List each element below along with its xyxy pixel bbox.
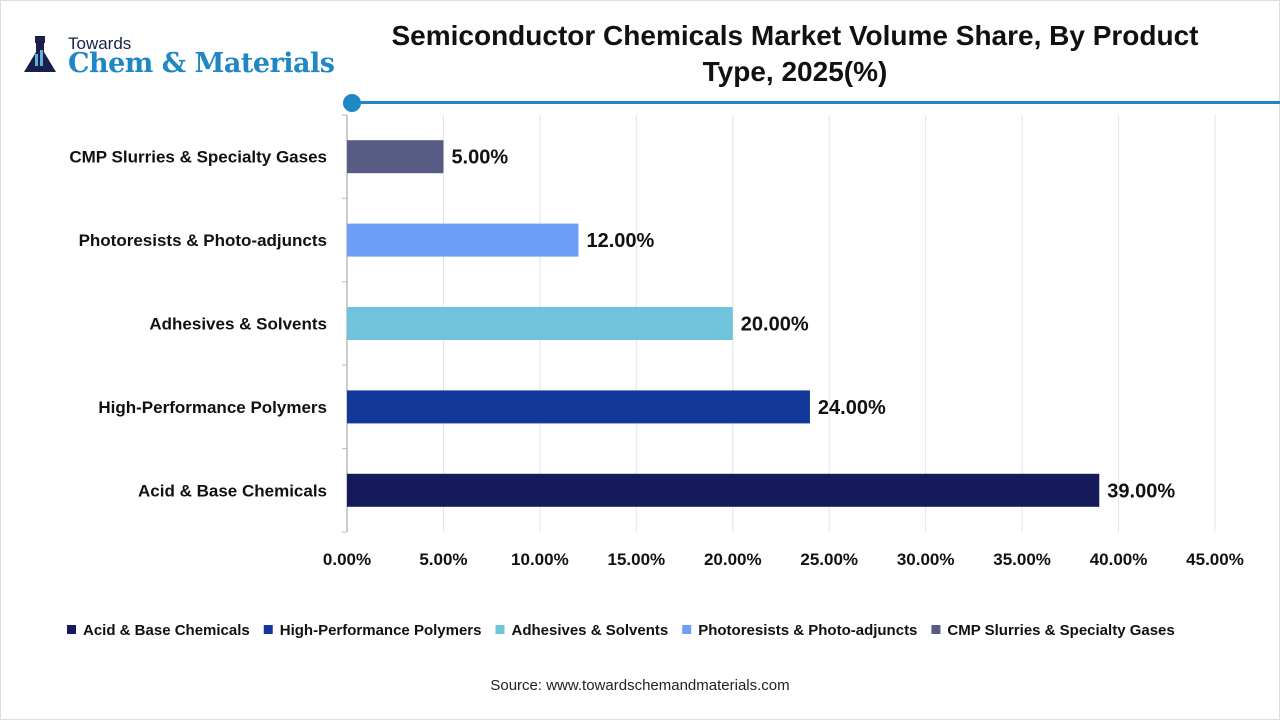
y-category-label: Adhesives & Solvents [149,315,327,334]
flask-icon [24,36,56,72]
source-note: Source: www.towardschemandmaterials.com [490,677,790,694]
data-label: 20.00% [741,314,809,336]
bar [347,473,1100,507]
x-tick-label: 10.00% [511,550,569,569]
title-rule [352,101,1280,104]
x-tick-label: 0.00% [323,550,371,569]
legend-item: High-Performance Polymers [280,622,482,639]
legend-swatch [682,625,692,634]
x-tick-label: 20.00% [704,550,762,569]
x-tick-label: 15.00% [607,550,665,569]
bar [347,223,579,257]
data-label: 5.00% [451,147,508,169]
legend-item: Adhesives & Solvents [511,622,668,639]
bar [347,140,444,174]
y-category-label: CMP Slurries & Specialty Gases [69,148,327,167]
y-category-label: Photoresists & Photo-adjuncts [79,231,327,250]
bar [347,307,733,340]
legend-swatch [931,625,941,634]
logo-brand: Chem & Materials [68,48,335,79]
y-category-label: High-Performance Polymers [98,398,327,417]
title-rule-dot [343,94,361,112]
logo-towards: Towards [68,34,132,53]
x-tick-label: 45.00% [1186,550,1244,569]
data-label: 24.00% [818,397,886,419]
legend-swatch [67,625,76,634]
legend-item: Acid & Base Chemicals [83,622,250,639]
legend-swatch [263,625,273,634]
bar [347,390,810,424]
x-tick-label: 30.00% [897,550,955,569]
y-category-label: Acid & Base Chemicals [138,481,327,500]
legend-item: CMP Slurries & Specialty Gases [947,622,1174,639]
chart-title: Semiconductor Chemicals Market Volume Sh… [391,20,1199,87]
data-label: 39.00% [1107,480,1175,502]
x-tick-label: 5.00% [419,550,467,569]
data-label: 12.00% [586,230,654,252]
x-tick-label: 40.00% [1090,550,1148,569]
x-tick-label: 35.00% [993,550,1051,569]
legend-item: Photoresists & Photo-adjuncts [698,622,917,639]
legend-swatch [495,625,505,634]
x-tick-label: 25.00% [800,550,858,569]
